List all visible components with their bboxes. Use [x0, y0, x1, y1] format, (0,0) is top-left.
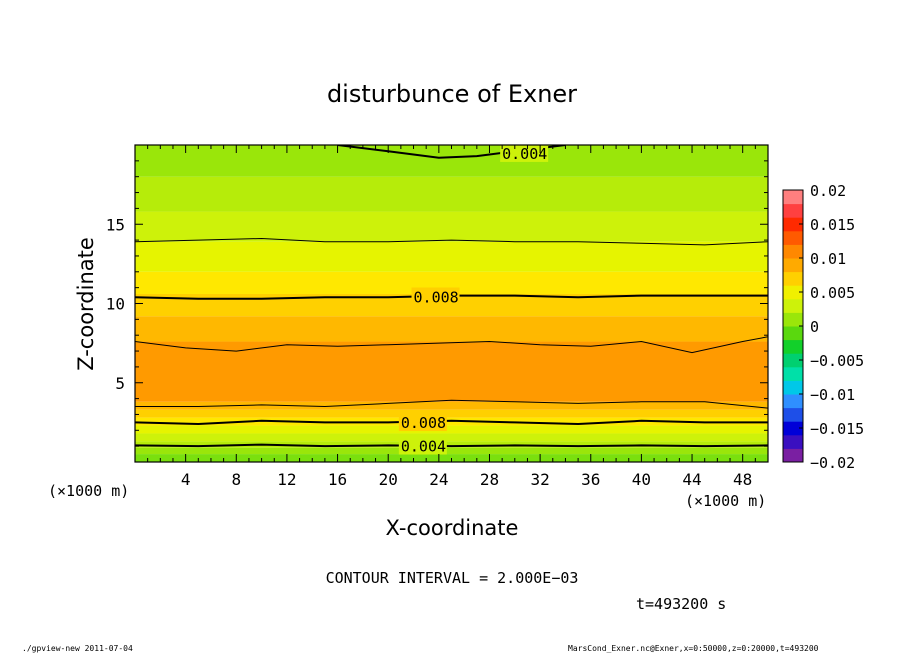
y-unit-label: (×1000 m) [48, 482, 129, 500]
colorbar-tick-label: 0.005 [810, 284, 855, 302]
contour-line [135, 336, 768, 354]
colorbar-tick-label: −0.01 [810, 386, 855, 404]
contour-band [135, 409, 768, 418]
contour-label: 0.008 [401, 414, 446, 432]
colorbar: 0.02 0.015 0.01 0.005 0 −0.005 −0.01 −0.015 −0.0… [782, 182, 864, 472]
contour-band [135, 316, 768, 342]
contour-line [135, 443, 768, 448]
x-tick-label: 20 [379, 470, 398, 489]
contour-label: 0.004 [502, 145, 547, 163]
contour-band [135, 433, 768, 442]
colorbar-segment [783, 407, 803, 422]
contour-label-bg [398, 413, 447, 432]
colorbar-segment [783, 434, 803, 449]
x-axis: 4 8 12 16 20 24 28 32 36 40 44 48 [147, 145, 756, 489]
contour-band [135, 425, 768, 434]
colorbar-tick-label: 0.01 [810, 250, 846, 268]
colorbar-segment [783, 448, 803, 463]
colorbar-segment [783, 271, 803, 286]
footer-right: MarsCond_Exner.nc@Exner,x=0:50000,z=0:20… [568, 644, 819, 653]
contour-interval-label: CONTOUR INTERVAL = 2.000E−03 [326, 569, 579, 587]
colorbar-segment [783, 380, 803, 395]
colorbar-tick-label: 0.02 [810, 182, 846, 200]
contour-band [135, 145, 768, 177]
colorbar-segment [783, 298, 803, 313]
colorbar-tick-label: 0 [810, 318, 819, 336]
y-axis-label: Z-coordinate [74, 237, 98, 371]
y-tick-label: 10 [106, 295, 125, 314]
x-tick-label: 4 [181, 470, 191, 489]
y-tick-label: 15 [106, 215, 125, 234]
x-tick-label: 24 [429, 470, 448, 489]
x-tick-label: 12 [277, 470, 296, 489]
y-tick-label: 5 [115, 374, 125, 393]
colorbar-tick-label: −0.005 [810, 352, 864, 370]
contour-lines: 0.004 0.008 0.008 0.004 [135, 145, 768, 456]
colorbar-tick-label: 0.015 [810, 216, 855, 234]
contour-label-bg [500, 145, 549, 162]
colorbar-segment [783, 230, 803, 245]
colorbar-segment [783, 394, 803, 409]
contour-label-bg [398, 436, 447, 455]
contour-line [135, 419, 768, 426]
contour-band [135, 401, 768, 410]
y-axis: 5 10 15 [106, 160, 768, 447]
colorbar-segment [783, 421, 803, 436]
contour-band [135, 176, 768, 212]
colorbar-segment [783, 285, 803, 300]
footer-left: ./gpview-new 2011-07-04 [22, 644, 133, 653]
x-tick-label: 16 [328, 470, 347, 489]
x-tick-label: 44 [682, 470, 701, 489]
contour-label: 0.008 [414, 289, 459, 307]
x-unit-label: (×1000 m) [685, 492, 766, 510]
contour-band [135, 447, 768, 455]
contour-line [135, 399, 768, 409]
colorbar-tick-label: −0.02 [810, 454, 855, 472]
x-tick-label: 32 [530, 470, 549, 489]
contour-band [135, 341, 768, 402]
time-label: t=493200 s [636, 595, 726, 613]
colorbar-tick-label: −0.015 [810, 420, 864, 438]
contour-band [135, 241, 768, 272]
chart-title: disturbunce of Exner [327, 80, 577, 108]
colorbar-segment [783, 312, 803, 327]
colorbar-segment [783, 366, 803, 381]
x-tick-label: 28 [480, 470, 499, 489]
colorbar-segment [783, 326, 803, 341]
contour-band [135, 271, 768, 294]
contour-label: 0.004 [401, 438, 446, 456]
contour-label-bg [411, 287, 460, 306]
contour-band [135, 211, 768, 242]
x-tick-label: 36 [581, 470, 600, 489]
colorbar-segment [783, 217, 803, 232]
colorbar-segment [783, 339, 803, 354]
colorbar-segment [783, 353, 803, 368]
contour-line [135, 237, 768, 246]
colorbar-segment [783, 203, 803, 218]
contour-band [135, 441, 768, 448]
x-tick-label: 8 [231, 470, 241, 489]
x-tick-label: 40 [632, 470, 651, 489]
colorbar-segment [783, 258, 803, 273]
colorbar-segment [783, 190, 803, 205]
x-axis-label: X-coordinate [386, 516, 519, 540]
filled-contours [135, 145, 768, 462]
x-tick-label: 48 [733, 470, 752, 489]
colorbar-segment [783, 244, 803, 259]
